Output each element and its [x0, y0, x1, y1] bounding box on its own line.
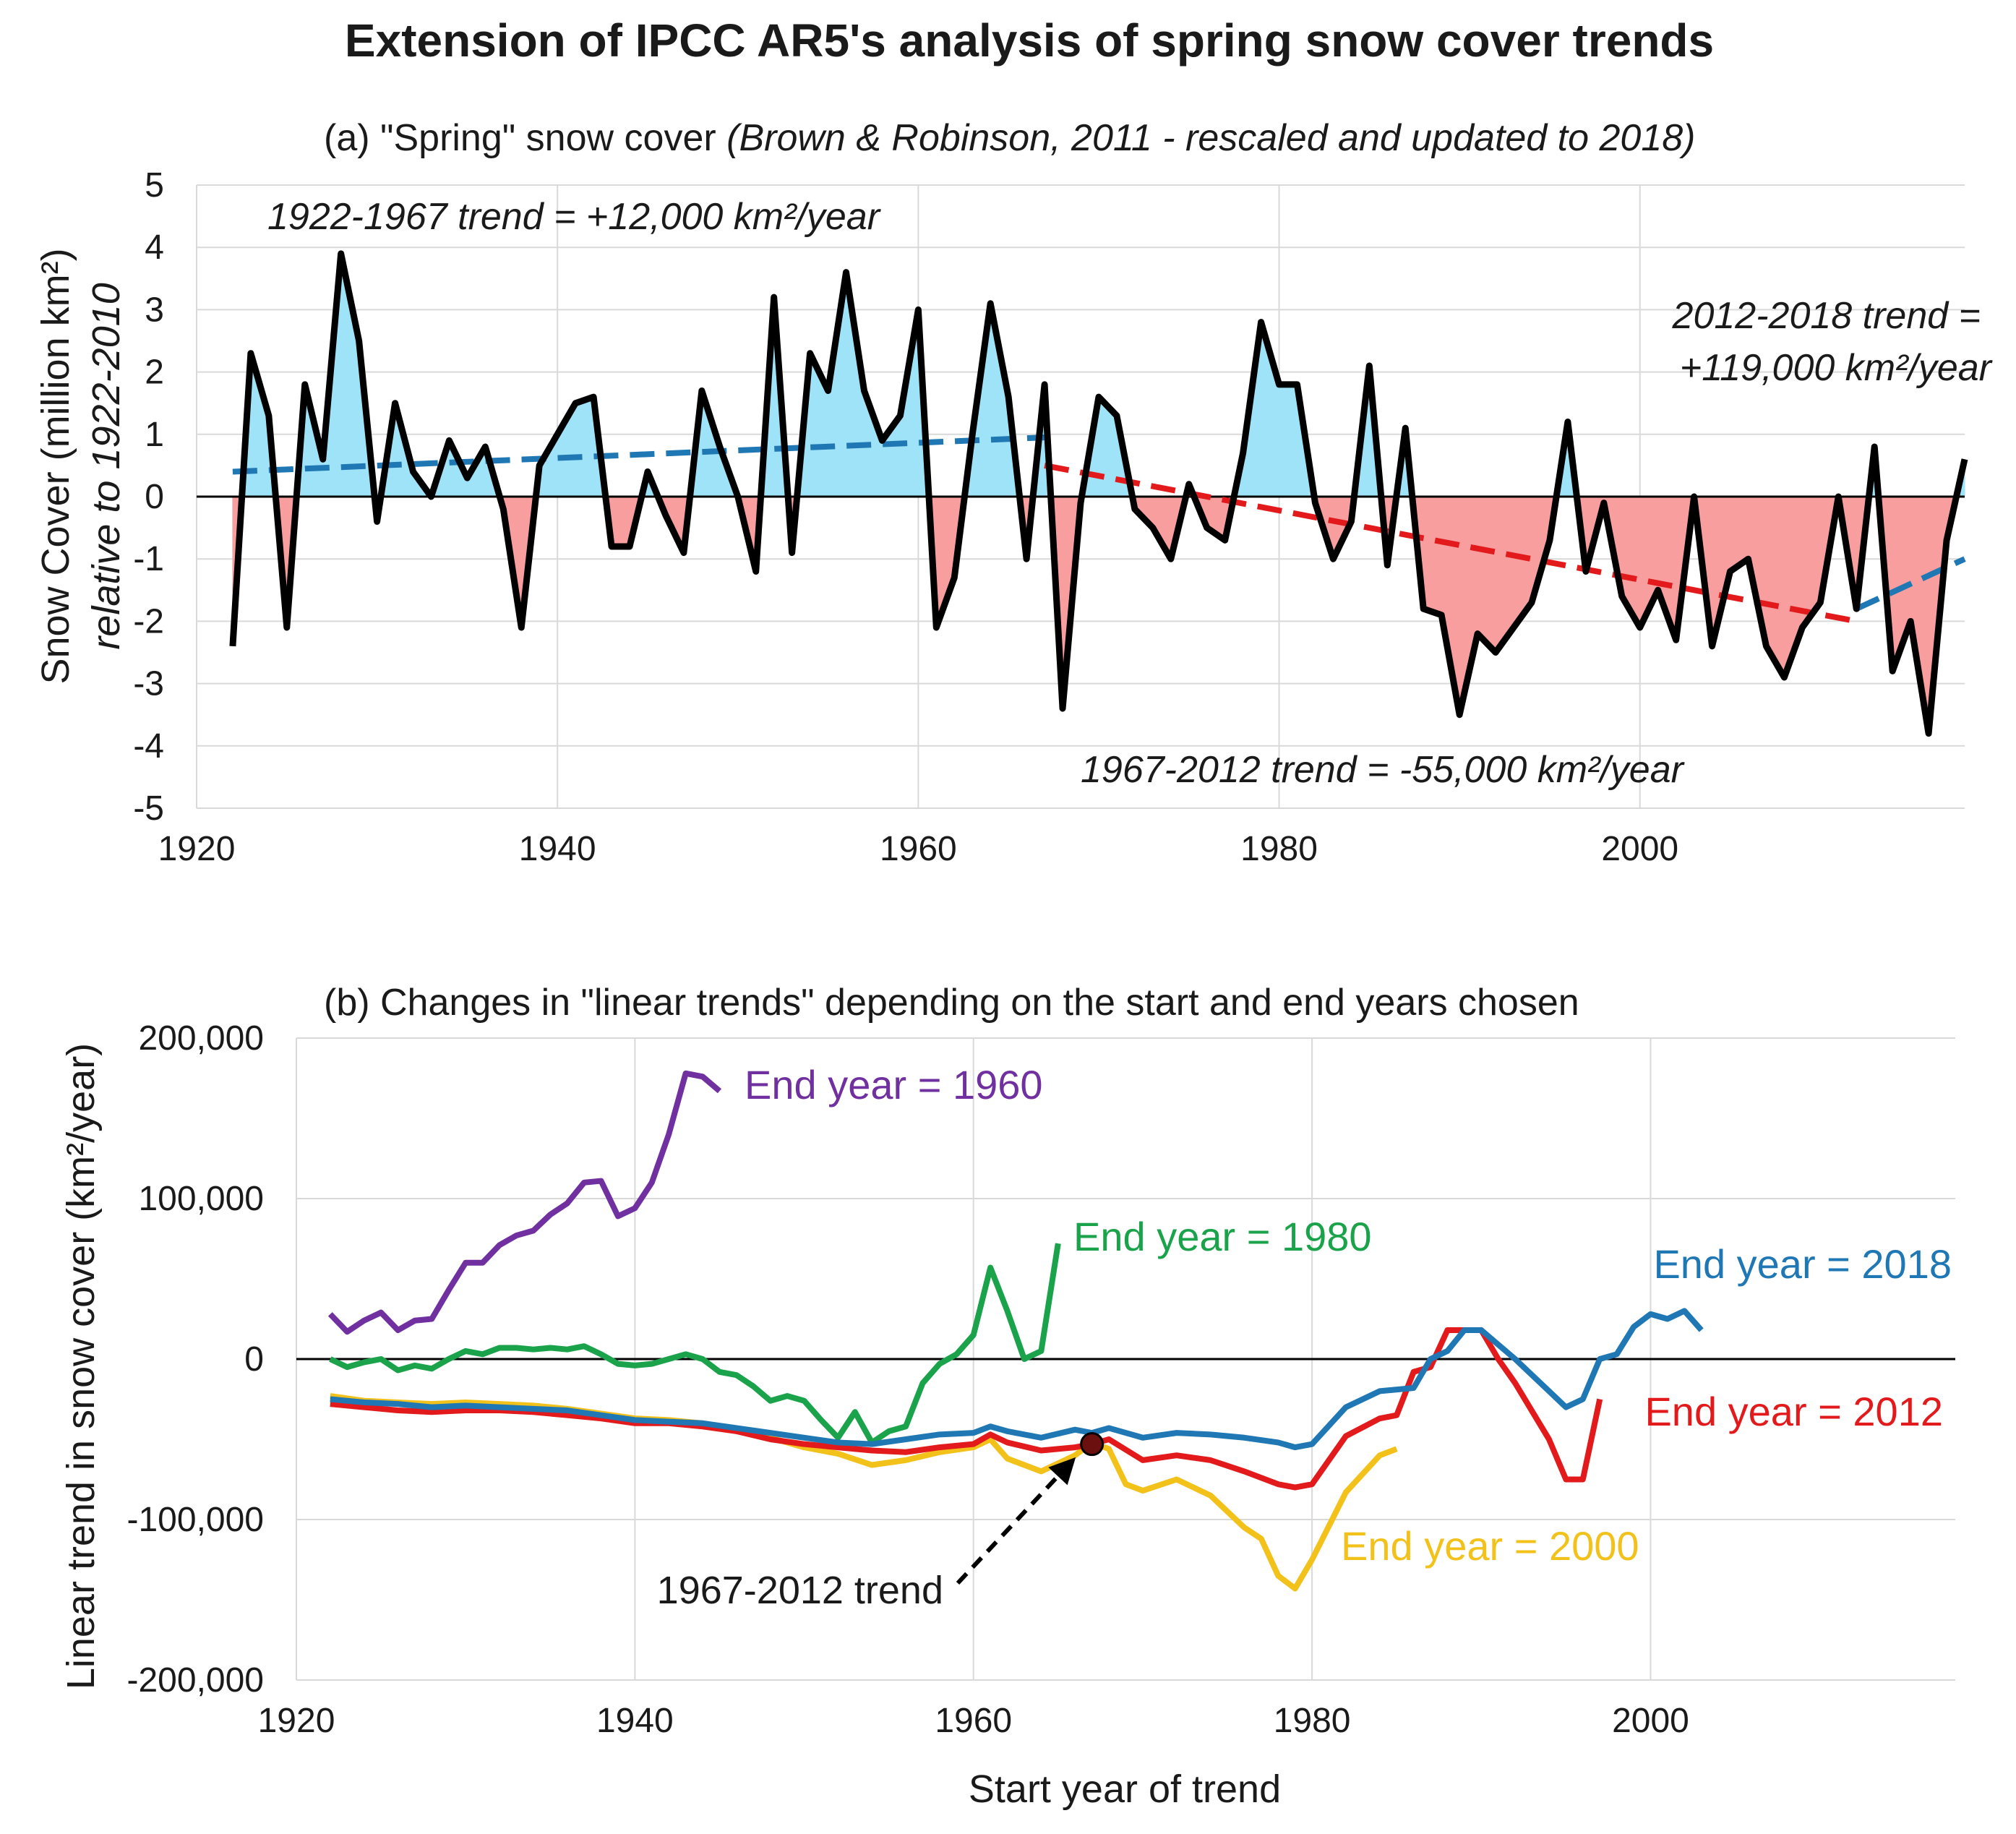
panel-b-y-tick-label: -200,000 — [127, 1661, 265, 1700]
panel-a-y-tick-label: 5 — [145, 166, 164, 205]
panel-a-y-label-2: relative to 1922-2010 — [85, 283, 128, 649]
panel-a-y-tick-label: 0 — [145, 478, 164, 516]
area-below-zero — [1477, 496, 1496, 654]
trend-line-2012-2018 — [1855, 556, 1966, 612]
panel-b-x-tick-label: 1960 — [935, 1702, 1012, 1740]
series-end-year-2012 — [330, 1327, 1603, 1491]
panel-a-y-tick-label: 4 — [145, 228, 164, 267]
panel-a: (a) "Spring" snow cover (Brown & Robinso… — [34, 117, 1994, 868]
series-end-year-1960 — [327, 1070, 722, 1335]
area-below-zero — [611, 496, 630, 547]
trend-1967-2012-point — [1080, 1432, 1104, 1457]
panel-a-y-tick-label: 2 — [145, 353, 164, 392]
panel-a-y-tick-label: -2 — [133, 602, 164, 640]
panel-b-y-tick-label: -100,000 — [127, 1501, 265, 1539]
panel-a-y-label: Snow Cover (million km²) — [34, 248, 77, 684]
panel-b: (b) Changes in "linear trends" depending… — [59, 982, 1955, 1811]
panel-a-y-ticks: 5 4 3 2 1 0 -1 -2 -3 -4 -5 — [133, 166, 164, 828]
area-above-zero — [575, 396, 594, 497]
area-below-zero — [1423, 496, 1442, 616]
series-end-year-2018 — [330, 1308, 1704, 1451]
snow-cover-series-line — [229, 250, 1968, 737]
panel-a-y-tick-label: 3 — [145, 291, 164, 329]
panel-b-y-ticks: 200,000 100,000 0 -100,000 -200,000 — [127, 1019, 265, 1700]
figure-title: Extension of IPCC AR5's analysis of spri… — [345, 14, 1714, 67]
panel-b-x-tick-label: 1940 — [596, 1702, 674, 1740]
panel-a-y-tick-label: 1 — [145, 416, 164, 454]
panel-b-series-labels: End year = 1960 End year = 1980 End year =… — [745, 1062, 1952, 1569]
panel-b-x-tick-label: 1980 — [1274, 1702, 1351, 1740]
series-label-end-year-1960: End year = 1960 — [745, 1062, 1043, 1107]
series-label-end-year-2012: End year = 2012 — [1644, 1389, 1943, 1434]
trend-2012-2018-label-line1: 2012-2018 trend = — [1672, 295, 1981, 337]
panel-a-x-ticks: 1920 1940 1960 1980 2000 — [158, 830, 1679, 868]
trend-1967-2012-point-label: 1967-2012 trend — [657, 1569, 943, 1612]
panel-a-subtitle: (Brown & Robinson, 2011 - rescaled and u… — [726, 117, 1695, 159]
panel-a-title-main: (a) "Spring" snow cover — [324, 117, 716, 159]
panel-b-x-tick-label: 1920 — [258, 1702, 335, 1740]
trend-1967-2012-label: 1967-2012 trend = -55,000 km²/year — [1081, 749, 1686, 791]
panel-b-y-tick-label: 200,000 — [138, 1019, 264, 1058]
panel-b-y-tick-label: 100,000 — [138, 1180, 264, 1218]
trend-1922-1967-label: 1922-1967 trend = +12,000 km²/year — [267, 196, 882, 238]
series-end-year-2000 — [330, 1393, 1398, 1592]
annotation-arrowhead — [1048, 1457, 1076, 1486]
series-label-end-year-2000: End year = 2000 — [1341, 1523, 1639, 1569]
trend-2012-2018-label-line2: +119,000 km²/year — [1680, 347, 1994, 389]
panel-a-x-tick-label: 1960 — [880, 830, 957, 868]
panel-b-y-tick-label: 0 — [244, 1340, 264, 1379]
panel-a-y-tick-label: -5 — [133, 789, 164, 828]
panel-a-x-tick-label: 1940 — [519, 830, 596, 868]
panel-b-x-label: Start year of trend — [969, 1767, 1281, 1811]
panel-b-series — [327, 1070, 1704, 1592]
panel-a-y-tick-label: -1 — [133, 540, 164, 578]
panel-b-title: (b) Changes in "linear trends" depending… — [324, 982, 1579, 1024]
panel-a-title: (a) "Spring" snow cover (Brown & Robinso… — [324, 117, 1696, 159]
series-label-end-year-1980: End year = 1980 — [1073, 1214, 1372, 1259]
panel-a-x-tick-label: 1920 — [158, 830, 236, 868]
panel-b-x-tick-label: 2000 — [1612, 1702, 1689, 1740]
panel-a-x-tick-label: 1980 — [1240, 830, 1318, 868]
panel-a-y-tick-label: -3 — [133, 665, 164, 703]
point-annotation: 1967-2012 trend — [657, 1432, 1104, 1612]
series-label-end-year-2018: End year = 2018 — [1653, 1241, 1952, 1287]
series-end-year-1980 — [329, 1243, 1061, 1446]
annotation-arrow — [956, 1460, 1073, 1585]
panel-a-x-tick-label: 2000 — [1601, 830, 1678, 868]
area-above-zero — [1279, 384, 1298, 497]
panel-b-y-label: Linear trend in snow cover (km²/year) — [59, 1043, 103, 1689]
panel-a-y-tick-label: -4 — [133, 727, 164, 766]
trend-line-1922-1967 — [232, 434, 1045, 475]
panel-b-x-ticks: 1920 1940 1960 1980 2000 — [258, 1702, 1689, 1740]
